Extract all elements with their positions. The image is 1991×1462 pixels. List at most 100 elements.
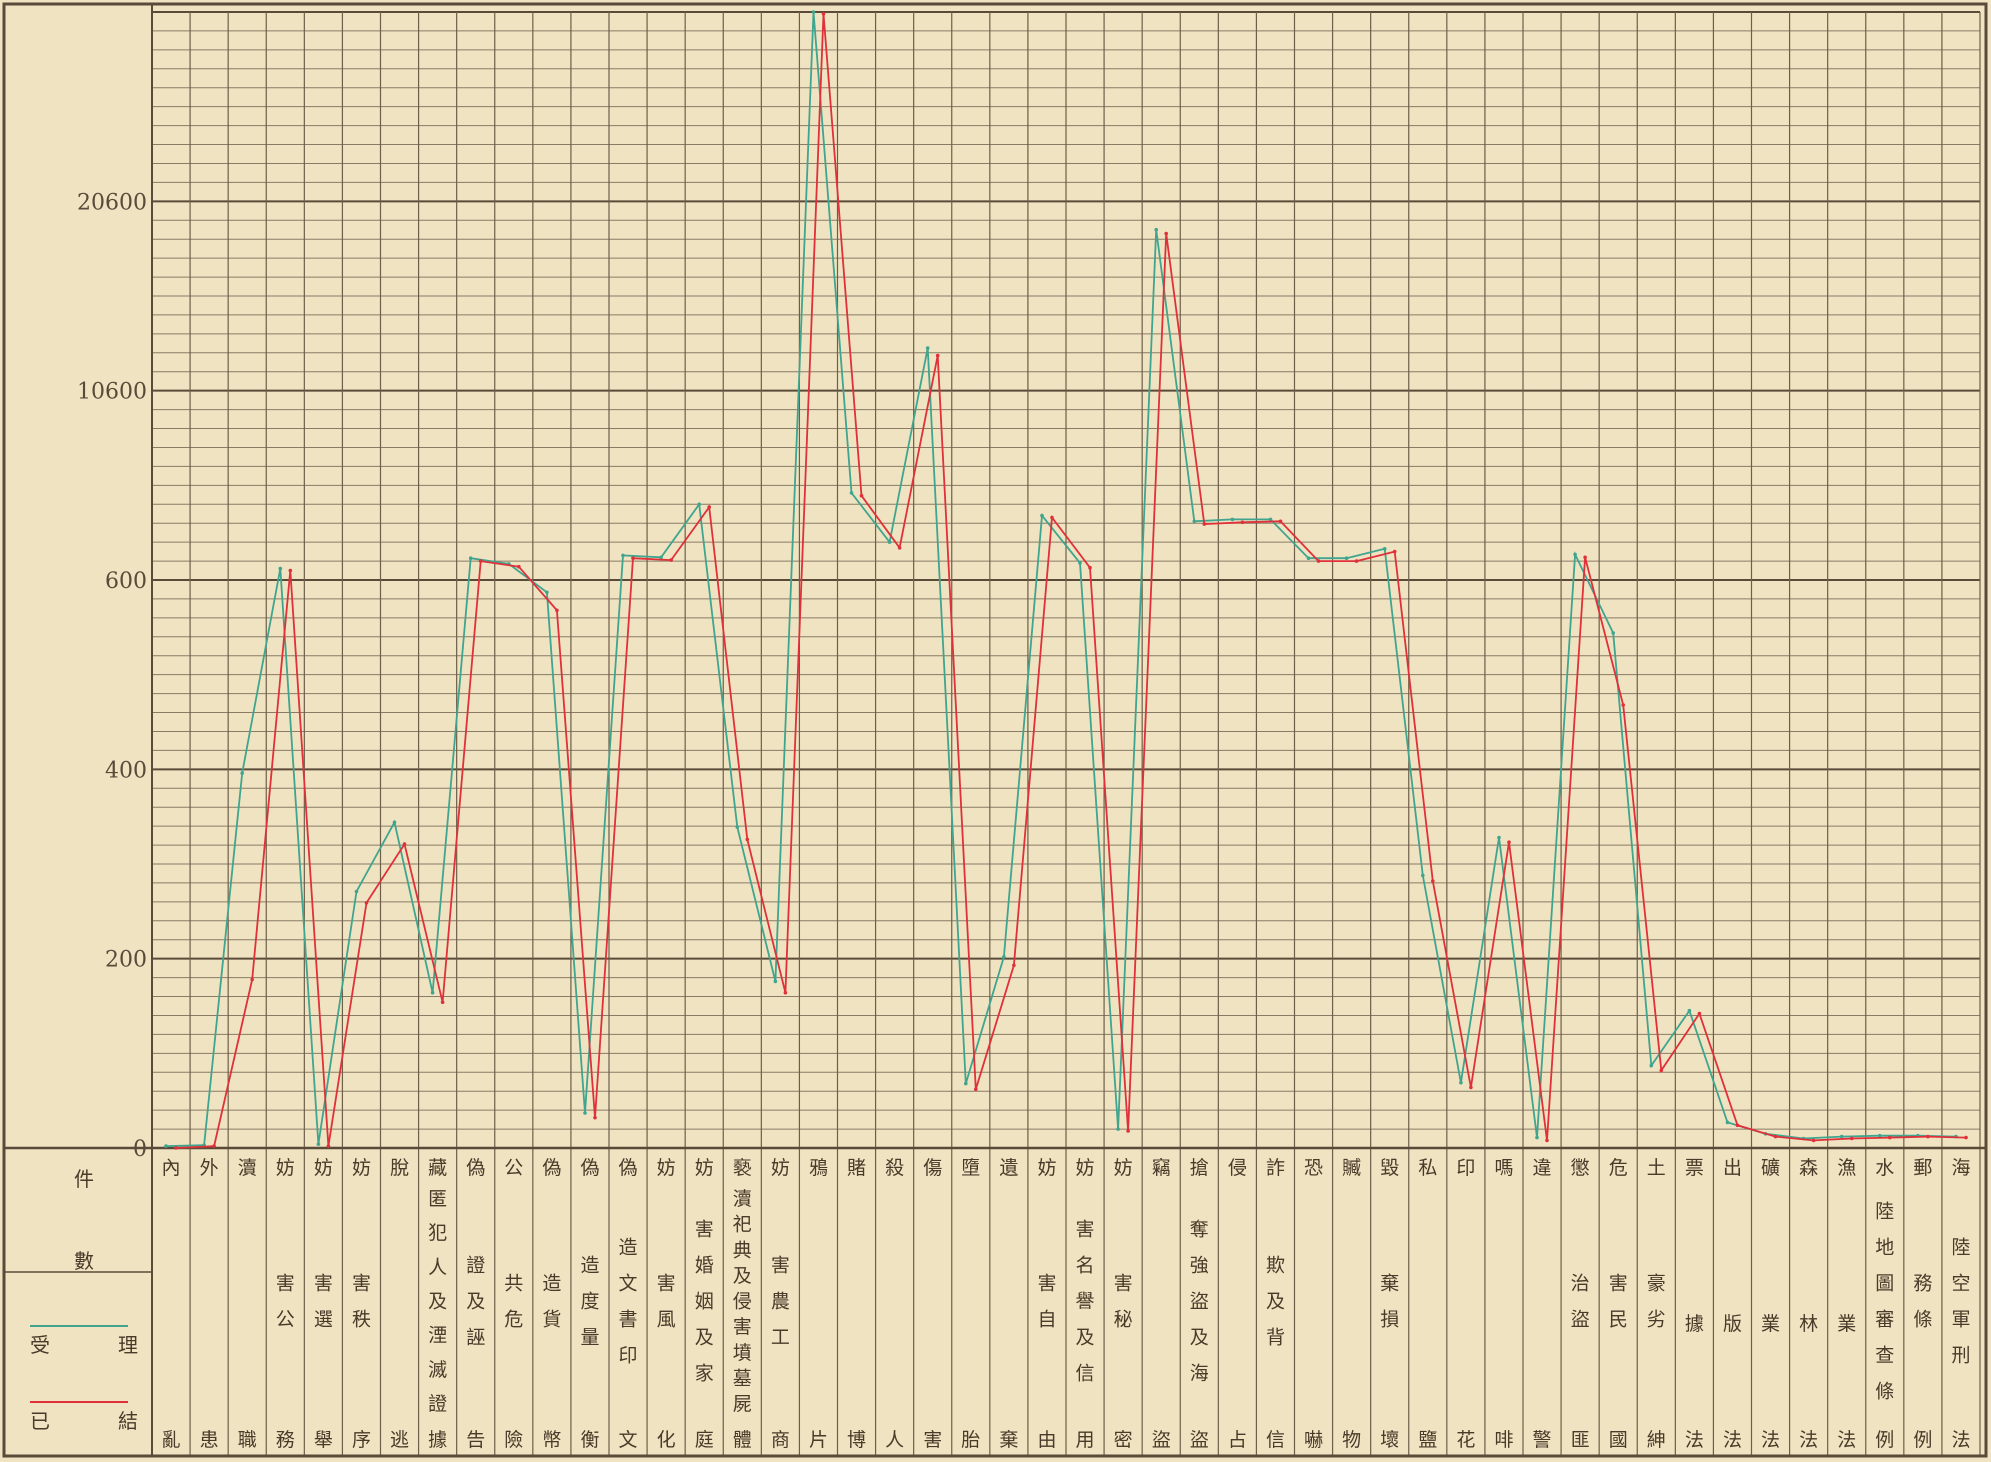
category-label: 出 xyxy=(1723,1157,1742,1179)
category-label: 嚇 xyxy=(1304,1429,1323,1451)
category-label: 內 xyxy=(162,1157,181,1179)
legend-label: 已 xyxy=(30,1409,50,1433)
category-label: 害 xyxy=(352,1273,371,1295)
data-point xyxy=(1459,1080,1463,1085)
category-label: 胎 xyxy=(961,1429,980,1451)
data-point xyxy=(821,12,826,16)
category-label: 盜 xyxy=(1190,1429,1209,1451)
category-label: 毀 xyxy=(1380,1157,1399,1179)
category-label: 偽 xyxy=(466,1157,485,1179)
category-label: 遺 xyxy=(999,1157,1018,1179)
data-point xyxy=(440,1000,445,1004)
data-point xyxy=(392,820,397,825)
category-label: 害 xyxy=(276,1273,295,1295)
data-point xyxy=(1382,547,1387,551)
data-point xyxy=(1012,963,1016,968)
data-point xyxy=(887,540,892,544)
category-label: 務 xyxy=(276,1429,295,1451)
data-point xyxy=(1192,519,1197,524)
data-point xyxy=(1926,1134,1930,1139)
data-point xyxy=(1126,1129,1130,1133)
y-tick-label: 200 xyxy=(105,948,147,973)
category-label: 犯 xyxy=(428,1222,447,1244)
legend-label: 理 xyxy=(118,1333,138,1357)
data-point xyxy=(1811,1138,1816,1143)
category-label: 瀆 xyxy=(238,1157,257,1179)
data-point xyxy=(402,842,407,846)
category-label: 造 xyxy=(580,1255,599,1277)
legend: 件數受 理已 結 xyxy=(4,1167,152,1433)
category-label: 偽 xyxy=(619,1157,638,1179)
category-label: 盜 xyxy=(1190,1291,1209,1313)
data-point xyxy=(1306,556,1311,560)
data-point xyxy=(707,505,711,509)
count-header-label: 數 xyxy=(74,1249,94,1273)
category-label: 湮 xyxy=(428,1325,447,1347)
data-point xyxy=(1573,552,1577,557)
category-label: 外 xyxy=(200,1157,219,1179)
y-axis: 0 200 400 600 10600 20600 xyxy=(77,190,147,1162)
category-label: 文 xyxy=(619,1429,638,1451)
category-label: 漁 xyxy=(1837,1157,1856,1179)
category-label: 名 xyxy=(1076,1255,1095,1277)
category-label: 恐 xyxy=(1304,1157,1323,1179)
category-label: 譽 xyxy=(1076,1291,1095,1313)
category-label: 郵 xyxy=(1913,1157,1932,1179)
data-point xyxy=(164,1144,168,1148)
data-point xyxy=(745,837,750,842)
category-label: 化 xyxy=(657,1429,676,1451)
category-label: 公 xyxy=(276,1309,295,1331)
data-point xyxy=(897,546,902,550)
category-label: 懲 xyxy=(1571,1157,1590,1179)
category-label: 造 xyxy=(619,1237,638,1259)
category-label: 共 xyxy=(504,1273,523,1295)
data-point xyxy=(1964,1135,1968,1140)
category-label: 據 xyxy=(428,1429,447,1451)
category-label: 密 xyxy=(1114,1429,1133,1451)
data-point xyxy=(1649,1063,1654,1068)
category-label: 及 xyxy=(695,1327,714,1349)
category-label: 侵 xyxy=(733,1291,752,1313)
category-label: 匿 xyxy=(428,1188,447,1210)
category-label: 害 xyxy=(923,1429,942,1451)
category-label: 占 xyxy=(1228,1429,1247,1451)
category-label: 鴉 xyxy=(809,1157,828,1179)
data-point xyxy=(1278,519,1283,524)
count-header-label: 件 xyxy=(74,1167,94,1191)
category-label: 墳 xyxy=(733,1342,752,1364)
category-label: 森 xyxy=(1799,1157,1818,1179)
category-label: 據 xyxy=(1685,1313,1704,1335)
data-point xyxy=(783,990,788,995)
data-point xyxy=(1078,561,1082,565)
category-label: 序 xyxy=(352,1429,371,1451)
category-label: 搶 xyxy=(1190,1157,1209,1179)
category-label: 貨 xyxy=(542,1309,561,1331)
category-label: 強 xyxy=(1190,1255,1209,1277)
category-label: 軍 xyxy=(1951,1309,1970,1331)
data-point xyxy=(1507,840,1511,844)
category-label: 害 xyxy=(733,1316,752,1338)
category-label: 庭 xyxy=(695,1429,714,1451)
data-point xyxy=(316,1142,321,1146)
category-label: 害 xyxy=(1609,1273,1628,1295)
data-point xyxy=(1202,522,1207,526)
category-label: 版 xyxy=(1723,1313,1742,1335)
category-label: 人 xyxy=(428,1256,447,1278)
category-label: 商 xyxy=(771,1429,790,1451)
category-label: 鹽 xyxy=(1418,1429,1437,1451)
category-label: 損 xyxy=(1380,1309,1399,1331)
category-label: 博 xyxy=(847,1429,866,1451)
category-label: 危 xyxy=(1609,1157,1628,1179)
category-label: 證 xyxy=(428,1393,447,1415)
data-point xyxy=(1268,517,1273,522)
category-label: 及 xyxy=(1190,1327,1209,1349)
data-point xyxy=(1773,1134,1778,1139)
category-label: 妨 xyxy=(1114,1157,1133,1179)
category-label: 幣 xyxy=(542,1429,561,1451)
category-label: 侵 xyxy=(1228,1157,1247,1179)
category-label: 海 xyxy=(1951,1157,1970,1179)
data-point xyxy=(1392,549,1397,554)
y-tick-label: 20600 xyxy=(77,190,147,215)
data-point xyxy=(773,979,778,984)
